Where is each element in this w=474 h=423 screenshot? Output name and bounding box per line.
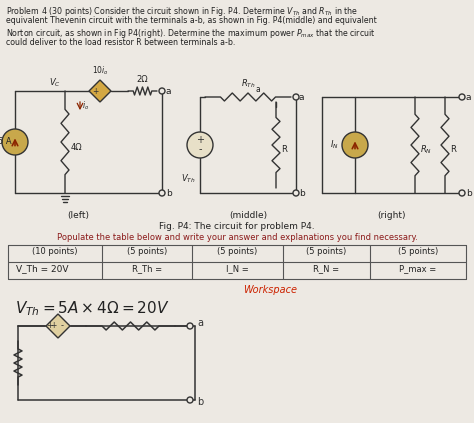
Circle shape [187, 397, 193, 403]
Circle shape [293, 190, 299, 196]
Text: Fig. P4: The circuit for problem P4.: Fig. P4: The circuit for problem P4. [159, 222, 315, 231]
Text: (right): (right) [378, 211, 406, 220]
Text: -: - [61, 321, 64, 330]
Text: (5 points): (5 points) [218, 247, 258, 256]
Circle shape [293, 94, 299, 100]
Text: (10 points): (10 points) [32, 247, 78, 256]
Text: R: R [281, 146, 287, 154]
Text: P_max =: P_max = [400, 264, 437, 273]
Circle shape [159, 88, 165, 94]
Text: Problem 4 (30 points) Consider the circuit shown in Fig. P4. Determine $V_{Th}$ : Problem 4 (30 points) Consider the circu… [6, 5, 358, 18]
Text: b: b [166, 189, 172, 198]
Text: $R_{Th}$: $R_{Th}$ [241, 77, 255, 90]
Text: +: + [196, 135, 204, 146]
Text: R_Th =: R_Th = [132, 264, 162, 273]
Text: +: + [50, 321, 56, 330]
Text: could deliver to the load resistor R between terminals a-b.: could deliver to the load resistor R bet… [6, 38, 236, 47]
Text: 2Ω: 2Ω [137, 75, 148, 84]
Text: (5 points): (5 points) [306, 247, 346, 256]
Text: b: b [466, 189, 472, 198]
Text: a: a [166, 86, 172, 96]
Text: +: + [92, 86, 99, 96]
Circle shape [159, 190, 165, 196]
Polygon shape [46, 314, 70, 338]
Text: a: a [466, 93, 472, 102]
Text: R_N =: R_N = [313, 264, 339, 273]
Circle shape [2, 129, 28, 155]
Text: (middle): (middle) [229, 211, 267, 220]
Text: $I_N$: $I_N$ [330, 139, 339, 151]
Polygon shape [89, 80, 111, 102]
Text: 5 A: 5 A [0, 137, 12, 146]
Text: I_N =: I_N = [226, 264, 249, 273]
Text: (5 points): (5 points) [127, 247, 167, 256]
Text: $V_{Th}$: $V_{Th}$ [182, 173, 196, 185]
Text: +: + [46, 321, 54, 330]
Text: $10i_o$: $10i_o$ [91, 64, 109, 77]
Text: (5 points): (5 points) [398, 247, 438, 256]
Text: b: b [197, 397, 203, 407]
Text: Populate the table below and write your answer and explanations you find necessa: Populate the table below and write your … [56, 233, 418, 242]
Text: a: a [299, 93, 304, 102]
Circle shape [459, 94, 465, 100]
Text: a: a [197, 318, 203, 328]
Circle shape [459, 190, 465, 196]
Text: (left): (left) [67, 211, 90, 220]
Text: Workspace: Workspace [243, 285, 297, 295]
Text: -: - [198, 145, 202, 154]
Text: equivalent Thevenin circuit with the terminals a-b, as shown in Fig. P4(middle) : equivalent Thevenin circuit with the ter… [6, 16, 377, 25]
Text: b: b [299, 189, 305, 198]
Text: 4Ω: 4Ω [71, 143, 82, 151]
Circle shape [187, 132, 213, 158]
Text: Norton circuit, as shown in Fig P4(right). Determine the maximum power $P_{max}$: Norton circuit, as shown in Fig P4(right… [6, 27, 376, 40]
Circle shape [342, 132, 368, 158]
Text: R: R [450, 146, 456, 154]
Text: $i_o$: $i_o$ [82, 100, 89, 112]
Text: $V_C$: $V_C$ [49, 77, 61, 89]
Text: V_Th = 20V: V_Th = 20V [16, 264, 69, 273]
Circle shape [187, 323, 193, 329]
Text: $V_{Th}= 5A\times 4\Omega = 20V$: $V_{Th}= 5A\times 4\Omega = 20V$ [15, 299, 170, 318]
Text: $R_N$: $R_N$ [420, 144, 432, 156]
Text: a: a [256, 85, 261, 94]
